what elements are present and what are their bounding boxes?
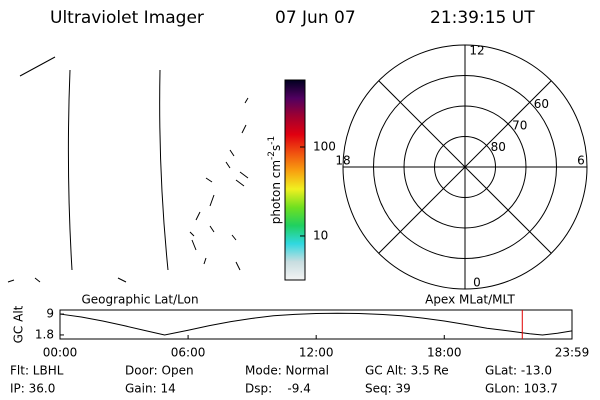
date: 07 Jun 07 <box>275 8 356 28</box>
mlt-label: 18 <box>335 154 350 168</box>
status-field: Door: Open <box>125 364 194 378</box>
status-field: Dsp: -9.4 <box>245 382 311 396</box>
status-field: IP: 36.0 <box>10 382 55 396</box>
x-tick-label: 12:00 <box>299 346 334 360</box>
status-field: GLat: -13.0 <box>485 364 552 378</box>
annotation: Geographic Lat/Lon <box>81 293 198 307</box>
ring-label: 60 <box>534 97 549 111</box>
mlt-label: 6 <box>577 154 585 168</box>
y-tick-label: 1.8 <box>35 327 54 341</box>
x-tick-label: 18:00 <box>427 346 462 360</box>
ring-label: 80 <box>491 140 506 154</box>
mlt-label: 12 <box>469 44 484 58</box>
mlt-label: 0 <box>473 276 481 290</box>
ring-label: 70 <box>512 118 527 132</box>
x-tick-label: 00:00 <box>43 346 78 360</box>
plot-frame <box>59 309 573 340</box>
label-part: -2 <box>267 151 277 160</box>
colorbar <box>284 79 306 281</box>
label-part: -1 <box>267 136 277 145</box>
image-fragments <box>7 56 249 283</box>
x-tick-label: 23:59 <box>555 346 590 360</box>
x-tick-label: 06:00 <box>171 346 206 360</box>
status-field: Seq: 39 <box>365 382 411 396</box>
altitude-line <box>59 312 573 336</box>
polar-ring <box>403 105 527 229</box>
label-part: s <box>269 145 283 151</box>
annotation: Apex MLat/MLT <box>425 293 515 307</box>
colorbar-tick-label: 10 <box>313 228 328 242</box>
status-field: GLon: 103.7 <box>485 382 558 396</box>
time: 21:39:15 UT <box>430 8 535 28</box>
polar-spoke <box>378 80 552 254</box>
status-field: GC Alt: 3.5 Re <box>365 364 449 378</box>
y-tick-label: 9 <box>46 307 54 321</box>
status-field: Mode: Normal <box>245 364 329 378</box>
colorbar-tick-label: 100 <box>313 139 336 153</box>
polar-ring <box>373 75 557 259</box>
colorbar-label: photon cm-2s-1 <box>267 136 283 225</box>
title: Ultraviolet Imager <box>50 8 204 28</box>
status-field: Gain: 14 <box>125 382 176 396</box>
polar-ring <box>434 136 496 198</box>
status-field: Flt: LBHL <box>10 364 64 378</box>
label-part: photon cm <box>269 160 283 224</box>
y-axis-label: GC Alt <box>12 305 26 343</box>
